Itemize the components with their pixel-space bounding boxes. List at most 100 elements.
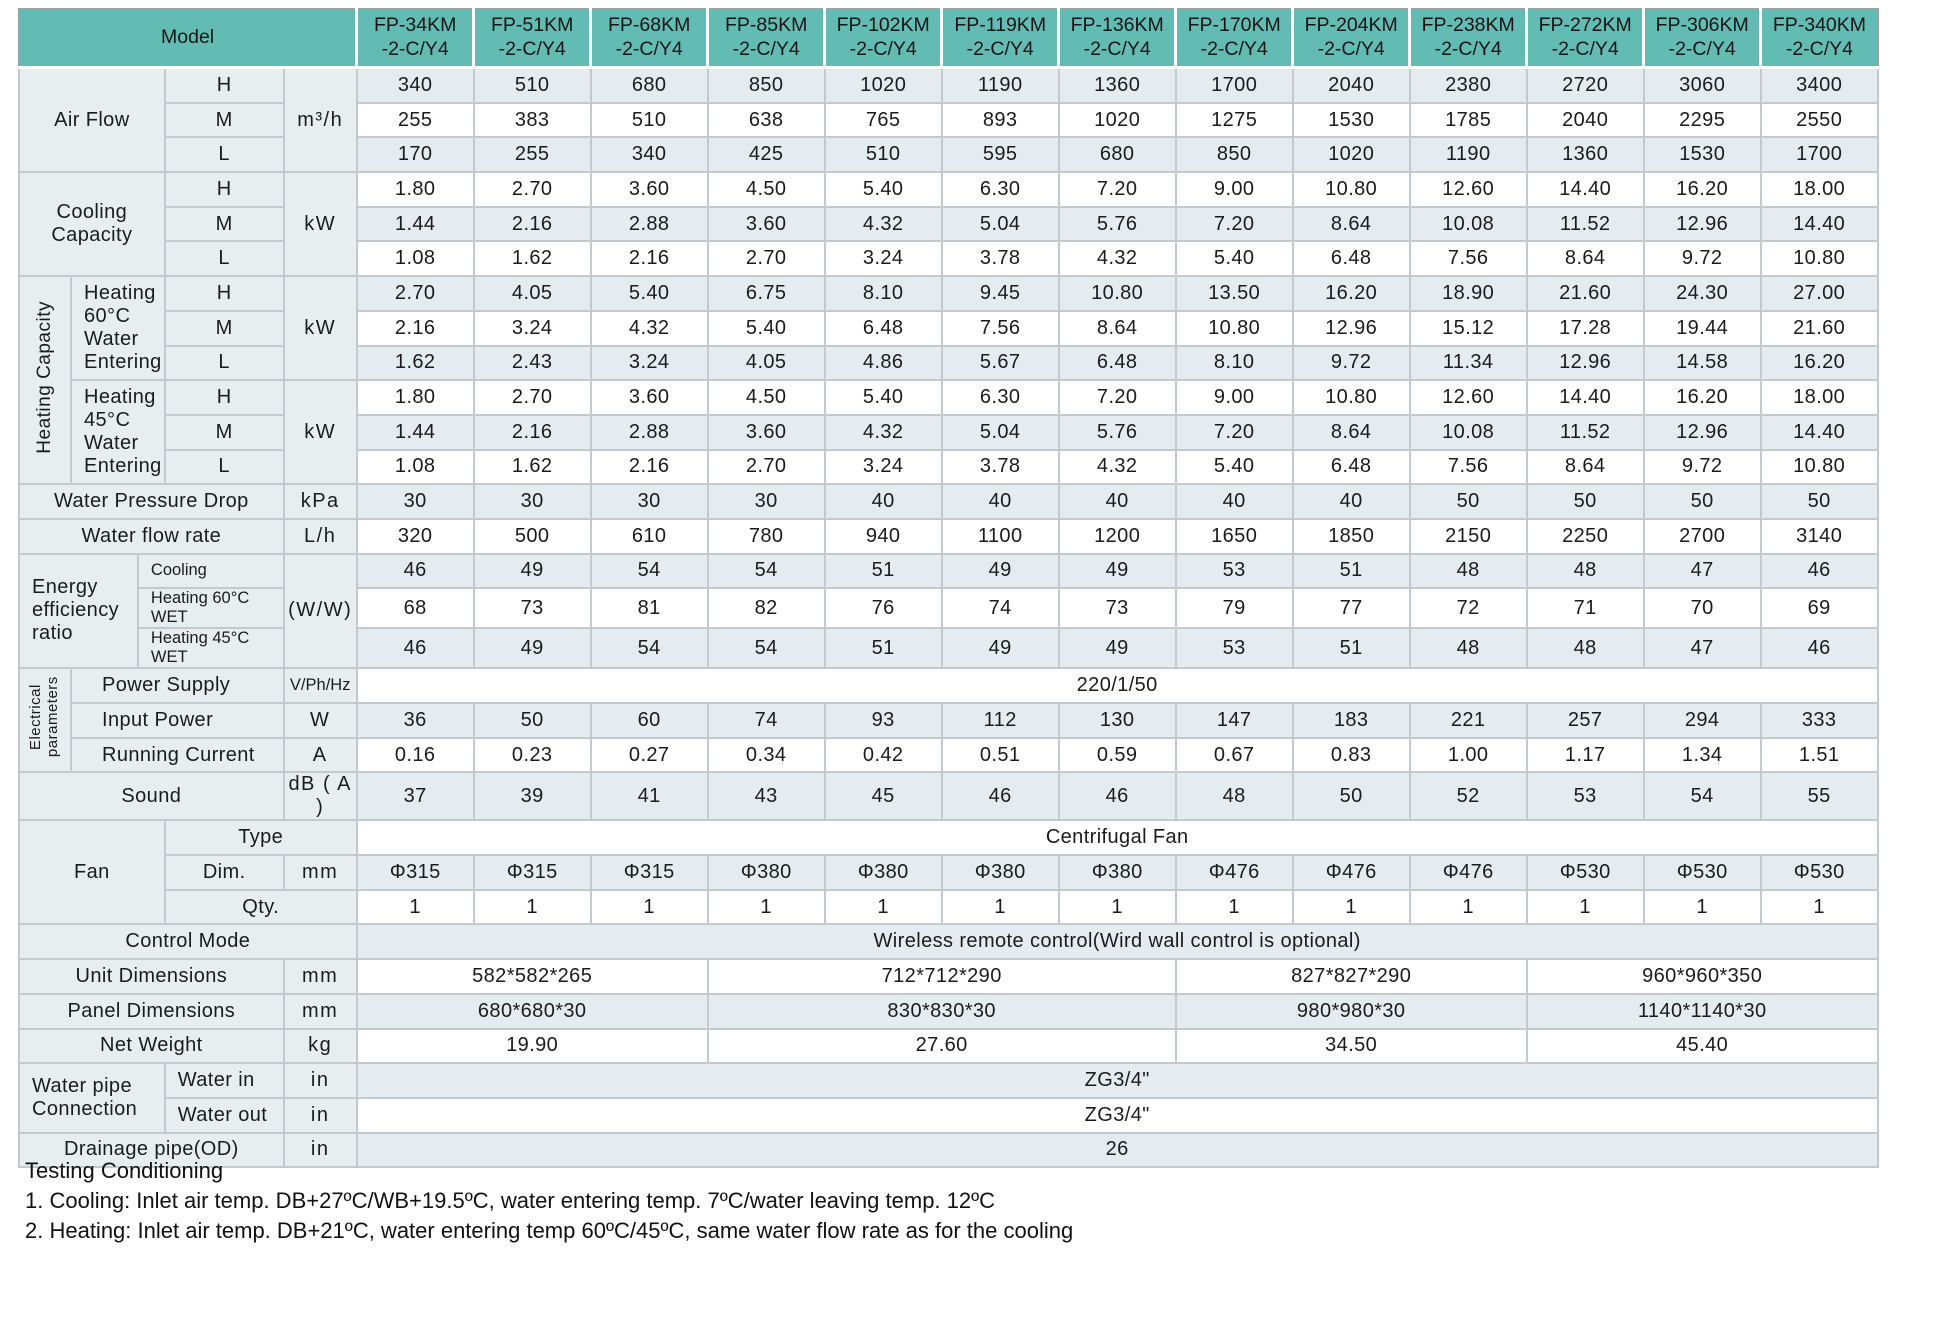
value-cell: 1200 [1057,517,1177,555]
value-cell: Φ315 [589,854,709,891]
value-cell: 70 [1642,587,1762,630]
row-label-water-flow-rate: Water flow rate [18,517,285,555]
value-cell: 0.67 [1174,736,1294,774]
value-cell: 4.32 [823,205,943,243]
value-cell: 46 [1057,771,1177,822]
model-column-header: FP-204KM -2-C/Y4 [1291,9,1410,69]
value-cell: 680 [1057,136,1177,174]
value-cell: 221 [1408,702,1528,739]
value-cell: 16.20 [1642,379,1762,416]
value-cell: 1275 [1174,101,1294,139]
value-cell: 51 [1291,552,1411,590]
value-cell: 14.40 [1525,171,1645,208]
value-cell: 71 [1525,587,1645,630]
value-cell: 19.44 [1642,309,1762,347]
value-cell: 48 [1525,552,1645,590]
speed-label-h: H [163,66,285,104]
value-cell: 1.44 [355,413,475,451]
value-cell: 9.00 [1174,379,1294,416]
row-label-fan-type: Type [163,819,358,857]
value-cell: 582*582*265 [355,958,709,995]
value-cell: 40 [1057,483,1177,520]
value-cell: 36 [355,702,475,739]
value-cell: 7.20 [1174,205,1294,243]
value-cell: 827*827*290 [1174,958,1528,995]
value-cell: 47 [1642,552,1762,590]
value-cell: 72 [1408,587,1528,630]
speed-label-l: L [163,344,285,382]
speed-label-h: H [163,171,285,208]
value-cell: 18.90 [1408,275,1528,312]
value-cell: 48 [1174,771,1294,822]
value-cell: 4.32 [823,413,943,451]
value-cell: 8.64 [1525,240,1645,278]
value-cell: 1.51 [1759,736,1879,774]
value-cell: 2.88 [589,205,709,243]
value-cell: 8.64 [1291,205,1411,243]
value-cell: 7.20 [1057,379,1177,416]
value-cell: 12.96 [1642,413,1762,451]
value-cell: 5.40 [589,275,709,312]
value-cell: 1700 [1174,66,1294,104]
value-cell: 76 [823,587,943,630]
value-cell: 5.40 [1174,448,1294,486]
value-cell: 610 [589,517,709,555]
value-cell: 1 [1525,888,1645,926]
value-cell: 27.00 [1759,275,1879,312]
row-label-input-power: Input Power [70,702,285,739]
value-cell: 4.32 [1057,448,1177,486]
value-cell: 40 [1174,483,1294,520]
row-label-control-mode: Control Mode [18,923,358,961]
value-cell: 1.17 [1525,736,1645,774]
value-cell: 3.24 [472,309,592,347]
unit-mm: mm [282,992,358,1030]
value-cell: 2295 [1642,101,1762,139]
row-label-air-flow: Air Flow [18,66,166,174]
value-cell: 5.40 [1174,240,1294,278]
unit-kpa: kPa [282,483,358,520]
value-cell: 19.90 [355,1027,709,1065]
row-label-running-current: Running Current [70,736,285,774]
value-cell: 0.59 [1057,736,1177,774]
value-cell: 0.34 [706,736,826,774]
value-cell: 2040 [1291,66,1411,104]
value-cell: 14.40 [1759,413,1879,451]
value-cell: 49 [940,627,1060,670]
unit-m3h: m³/h [282,66,358,174]
value-cell: 12.60 [1408,379,1528,416]
value-cell: 2.70 [472,171,592,208]
model-column-header: FP-119KM -2-C/Y4 [940,9,1059,69]
value-cell: 26 [355,1131,1879,1169]
value-cell: 3.24 [823,448,943,486]
value-cell: 830*830*30 [706,992,1177,1030]
value-cell: 3.78 [940,448,1060,486]
value-cell: 14.40 [1525,379,1645,416]
row-label-fan-dim: Dim. [163,854,285,891]
value-cell: 40 [940,483,1060,520]
value-cell: 2380 [1408,66,1528,104]
value-cell: 30 [589,483,709,520]
value-cell: 1 [823,888,943,926]
value-cell: 1.34 [1642,736,1762,774]
value-cell: 680 [589,66,709,104]
value-cell: 3.24 [823,240,943,278]
value-cell: 39 [472,771,592,822]
value-cell: 333 [1759,702,1879,739]
speed-label-l: L [163,448,285,486]
value-cell: 50 [1525,483,1645,520]
value-cell: 10.08 [1408,413,1528,451]
value-cell: 1.80 [355,171,475,208]
value-cell: 5.67 [940,344,1060,382]
unit-kw: kW [282,379,358,486]
value-cell: 68 [355,587,475,630]
model-header: Model [19,9,357,69]
value-cell: 1 [1057,888,1177,926]
value-cell: 3.60 [706,413,826,451]
unit-in: in [282,1062,358,1099]
value-cell: Wireless remote control(Wird wall contro… [355,923,1879,961]
value-cell: 0.16 [355,736,475,774]
value-cell: Φ380 [706,854,826,891]
value-cell: 1100 [940,517,1060,555]
value-cell: 2550 [1759,101,1879,139]
